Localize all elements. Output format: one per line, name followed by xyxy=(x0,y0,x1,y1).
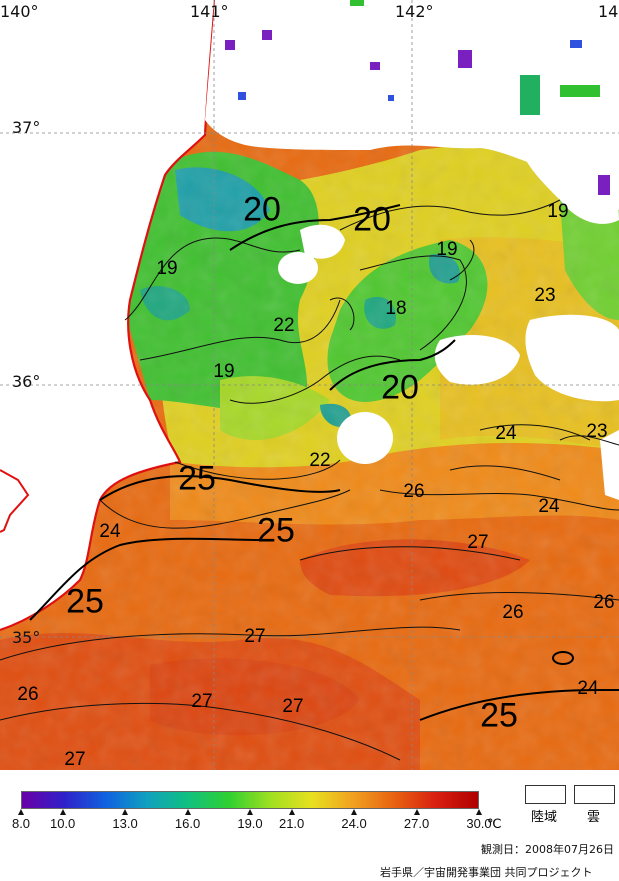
contour-label: 25 xyxy=(178,459,216,498)
colorbar-tick-label: 27.0 xyxy=(403,816,430,831)
colorbar-tick-label: 21.0 xyxy=(278,816,305,831)
contour-label: 25 xyxy=(257,511,295,550)
contour-label: 25 xyxy=(66,582,104,621)
contour-label: 18 xyxy=(385,298,407,319)
cloud-legend-swatch xyxy=(574,785,615,804)
contour-label: 20 xyxy=(243,190,281,229)
cloud-legend-label: 雲 xyxy=(587,810,601,825)
observation-date: 観測日：2008年07月26日 xyxy=(481,843,614,856)
contour-label: 19 xyxy=(213,361,235,382)
coastline xyxy=(0,0,217,632)
contour-label: 23 xyxy=(586,421,608,442)
contour-label: 27 xyxy=(244,626,266,647)
colorbar-tick-label: 19.0 xyxy=(237,816,263,831)
colorbar-tick-mark xyxy=(288,809,295,815)
colorbar-tick-label: 30.0 xyxy=(466,816,492,831)
contour-label: 26 xyxy=(403,481,425,502)
colorbar-tick-mark xyxy=(122,809,129,815)
cloud-patch xyxy=(300,224,345,259)
colorbar-tick-label: 10.0 xyxy=(49,816,76,831)
lon-label-142: 142° xyxy=(395,2,434,21)
contour-label: 24 xyxy=(495,423,517,444)
contour-label: 26 xyxy=(17,684,39,705)
contour-label: 24 xyxy=(538,496,560,517)
cloud-gap-pixels xyxy=(225,0,610,195)
temperature-unit: ℃ xyxy=(487,816,502,831)
contour-label: 27 xyxy=(191,691,213,712)
cloud-patch xyxy=(337,412,393,464)
contour-label: 27 xyxy=(64,749,86,770)
graticule xyxy=(0,0,619,770)
major-isotherm-lines xyxy=(29,204,619,721)
isotherm-lines xyxy=(0,199,619,761)
contour-label: 22 xyxy=(309,450,331,471)
cloud-patch xyxy=(278,252,318,284)
colorbar-tick-mark xyxy=(247,809,253,815)
colorbar-tick-label: 8.0 xyxy=(11,816,31,831)
lat-label-37: 37° xyxy=(12,118,41,137)
cloud-patch xyxy=(520,136,619,224)
colorbar-tick-mark xyxy=(59,809,66,815)
land-legend-label: 陸域 xyxy=(531,810,558,825)
land-legend-swatch xyxy=(525,785,566,804)
contour-label: 20 xyxy=(353,200,391,239)
land-north xyxy=(0,0,215,630)
contour-label: 26 xyxy=(593,592,615,613)
lon-label-141: 141° xyxy=(190,2,229,21)
lon-label-140: 140° xyxy=(0,2,39,21)
contour-label: 19 xyxy=(436,239,458,260)
colorbar-tick-label: 24.0 xyxy=(341,816,367,831)
contour-label: 20 xyxy=(381,368,419,407)
contour-label: 25 xyxy=(480,696,518,735)
contour-label: 27 xyxy=(282,696,304,717)
contour-label: 26 xyxy=(502,602,524,623)
colorbar-tick-label: 16.0 xyxy=(174,816,201,831)
contour-label: 19 xyxy=(156,258,178,279)
temperature-colorbar xyxy=(21,791,479,809)
lat-label-36: 36° xyxy=(12,372,41,391)
colorbar-tick-mark xyxy=(18,809,24,815)
cloud-patch xyxy=(525,314,619,402)
sea-surface-temperature-map xyxy=(0,0,619,770)
project-credit: 岩手県／宇宙開発事業団 共同プロジェクト xyxy=(380,866,593,879)
contour-label: 27 xyxy=(467,532,489,553)
colorbar-tick-mark xyxy=(184,809,191,815)
lat-label-35: 35° xyxy=(12,628,41,647)
peninsula-coast xyxy=(0,469,30,533)
colorbar-tick-mark xyxy=(351,809,358,815)
lon-label-143: 14 xyxy=(598,2,619,21)
contour-label: 24 xyxy=(577,678,599,699)
colorbar-tick-mark xyxy=(413,809,420,815)
contour-label: 22 xyxy=(273,315,295,336)
colorbar-tick-label: 13.0 xyxy=(112,816,138,831)
colorbar-tick-mark xyxy=(476,809,482,815)
contour-label: 23 xyxy=(534,285,556,306)
cloud-patch xyxy=(434,335,520,385)
contour-label: 24 xyxy=(99,521,121,542)
cloud-patch xyxy=(600,430,619,500)
contour-label: 19 xyxy=(547,201,569,222)
